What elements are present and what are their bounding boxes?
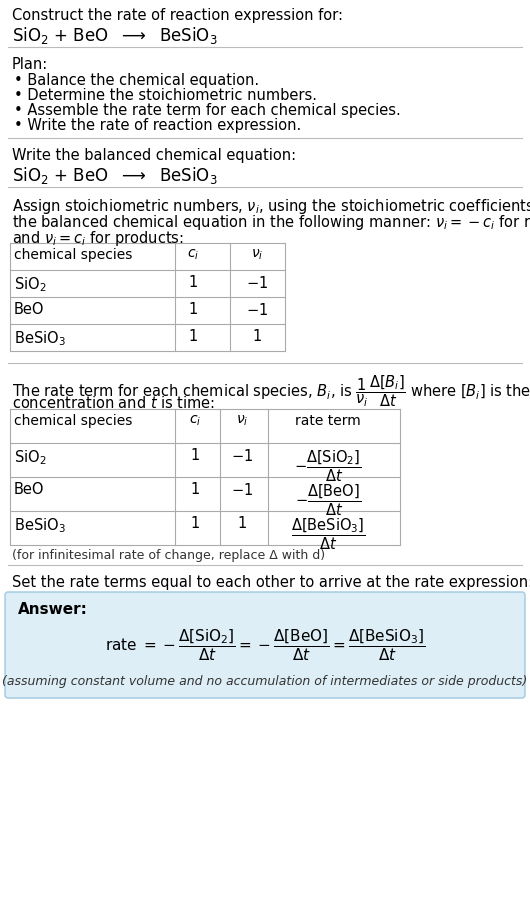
Text: $\mathrm{SiO_2}$: $\mathrm{SiO_2}$ <box>14 448 47 467</box>
Text: $\mathrm{SiO_2}$: $\mathrm{SiO_2}$ <box>14 275 47 293</box>
Text: $\mathrm{SiO_2}$ + BeO  $\longrightarrow$  $\mathrm{BeSiO_3}$: $\mathrm{SiO_2}$ + BeO $\longrightarrow$… <box>12 25 217 46</box>
Text: the balanced chemical equation in the following manner: $\nu_i = -c_i$ for react: the balanced chemical equation in the fo… <box>12 213 530 232</box>
Text: and $\nu_i = c_i$ for products:: and $\nu_i = c_i$ for products: <box>12 229 184 248</box>
Text: $\nu_i$: $\nu_i$ <box>236 414 248 429</box>
Text: • Write the rate of reaction expression.: • Write the rate of reaction expression. <box>14 118 301 133</box>
Text: • Balance the chemical equation.: • Balance the chemical equation. <box>14 73 259 88</box>
Text: Construct the rate of reaction expression for:: Construct the rate of reaction expressio… <box>12 8 343 23</box>
Text: $\mathrm{SiO_2}$ + BeO  $\longrightarrow$  $\mathrm{BeSiO_3}$: $\mathrm{SiO_2}$ + BeO $\longrightarrow$… <box>12 165 217 186</box>
Text: • Determine the stoichiometric numbers.: • Determine the stoichiometric numbers. <box>14 88 317 103</box>
Text: (for infinitesimal rate of change, replace Δ with d): (for infinitesimal rate of change, repla… <box>12 549 325 562</box>
Text: $c_i$: $c_i$ <box>189 414 201 429</box>
Text: Assign stoichiometric numbers, $\nu_i$, using the stoichiometric coefficients, $: Assign stoichiometric numbers, $\nu_i$, … <box>12 197 530 216</box>
Text: $\nu_i$: $\nu_i$ <box>251 248 263 262</box>
Text: $-1$: $-1$ <box>231 482 253 498</box>
Text: $-\dfrac{\Delta[\mathrm{SiO_2}]}{\Delta t}$: $-\dfrac{\Delta[\mathrm{SiO_2}]}{\Delta … <box>294 448 362 484</box>
Text: $\mathrm{BeSiO_3}$: $\mathrm{BeSiO_3}$ <box>14 516 66 535</box>
Text: chemical species: chemical species <box>14 414 132 428</box>
FancyBboxPatch shape <box>5 592 525 698</box>
Text: rate term: rate term <box>295 414 361 428</box>
Text: 1: 1 <box>188 329 198 344</box>
Text: $\dfrac{\Delta[\mathrm{BeSiO_3}]}{\Delta t}$: $\dfrac{\Delta[\mathrm{BeSiO_3}]}{\Delta… <box>291 516 365 551</box>
Text: 1: 1 <box>188 275 198 290</box>
Text: BeO: BeO <box>14 302 45 317</box>
Text: 1: 1 <box>237 516 246 531</box>
Text: Set the rate terms equal to each other to arrive at the rate expression:: Set the rate terms equal to each other t… <box>12 575 530 590</box>
Text: rate $= -\dfrac{\Delta[\mathrm{SiO_2}]}{\Delta t} = -\dfrac{\Delta[\mathrm{BeO}]: rate $= -\dfrac{\Delta[\mathrm{SiO_2}]}{… <box>105 627 425 663</box>
Text: chemical species: chemical species <box>14 248 132 262</box>
Text: 1: 1 <box>190 482 200 497</box>
Text: $-1$: $-1$ <box>246 302 268 318</box>
Text: $\mathrm{BeSiO_3}$: $\mathrm{BeSiO_3}$ <box>14 329 66 348</box>
Text: 1: 1 <box>188 302 198 317</box>
Text: (assuming constant volume and no accumulation of intermediates or side products): (assuming constant volume and no accumul… <box>2 675 528 688</box>
Text: $c_i$: $c_i$ <box>187 248 199 262</box>
Text: $-1$: $-1$ <box>231 448 253 464</box>
Text: • Assemble the rate term for each chemical species.: • Assemble the rate term for each chemic… <box>14 103 401 118</box>
Text: Write the balanced chemical equation:: Write the balanced chemical equation: <box>12 148 296 163</box>
Text: Answer:: Answer: <box>18 602 88 617</box>
Text: concentration and $t$ is time:: concentration and $t$ is time: <box>12 395 215 411</box>
Text: The rate term for each chemical species, $B_i$, is $\dfrac{1}{\nu_i}\dfrac{\Delt: The rate term for each chemical species,… <box>12 373 530 409</box>
Text: $-\dfrac{\Delta[\mathrm{BeO}]}{\Delta t}$: $-\dfrac{\Delta[\mathrm{BeO}]}{\Delta t}… <box>295 482 361 518</box>
Text: BeO: BeO <box>14 482 45 497</box>
Text: $-1$: $-1$ <box>246 275 268 291</box>
Text: 1: 1 <box>252 329 262 344</box>
Text: Plan:: Plan: <box>12 57 48 72</box>
Text: 1: 1 <box>190 448 200 463</box>
Text: 1: 1 <box>190 516 200 531</box>
